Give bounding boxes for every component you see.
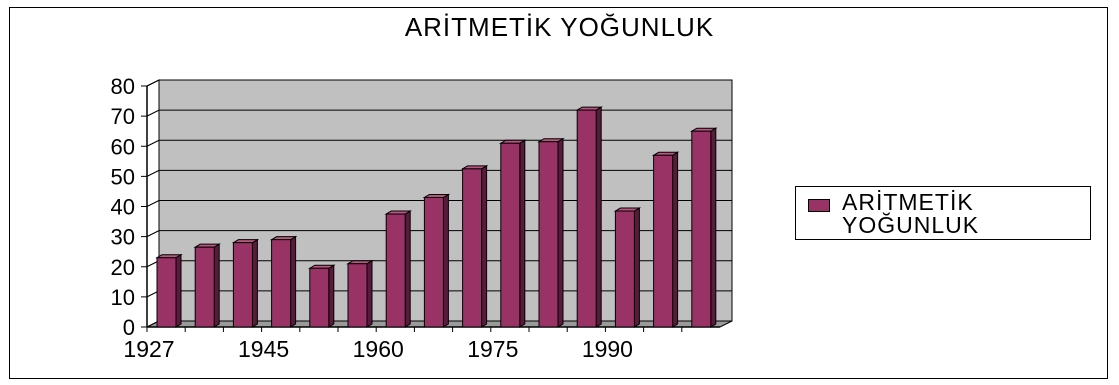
x-tick-label: 1990 [582,336,633,362]
bar-side [251,238,258,328]
gridline-side [146,139,160,147]
bar-side [672,151,679,328]
x-tick-label: 1927 [123,336,174,362]
gridline-side [146,200,160,207]
legend-swatch [808,199,830,212]
bar [653,154,674,328]
bar [232,242,253,328]
x-tick-label: 1960 [353,336,404,362]
bar-side [595,106,602,328]
y-tick-label: 50 [111,164,135,189]
bar [462,168,483,328]
bar [614,210,635,328]
bar-side [710,127,717,328]
chart-title: ARİTMETİK YOĞUNLUK [404,12,715,42]
bar-side [328,264,335,328]
bar-side [290,235,297,328]
y-tick-label: 20 [111,255,135,280]
bar [691,130,712,328]
bar-side [442,193,449,328]
bar [156,257,177,328]
y-tick-label: 40 [111,195,135,220]
legend-label: ARİTMETİK YOĞUNLUK [842,189,980,238]
y-tick-label: 70 [111,104,135,129]
y-tick-label: 30 [111,225,135,250]
gridline-side [146,169,160,177]
bar-side [557,137,564,328]
y-tick-label: 80 [111,74,135,99]
bar-side [519,139,526,328]
bar [385,213,406,328]
gridline-side [146,79,160,87]
bar-side [404,210,411,328]
bar [500,142,521,328]
x-tick-label: 1945 [238,336,289,362]
bar [309,267,330,328]
gridline-side [146,230,160,238]
bar-side [633,207,640,328]
x-tick-label: 1975 [467,336,518,362]
bar-side [175,253,182,328]
bar [271,239,292,328]
legend: ARİTMETİK YOĞUNLUK [795,186,1091,240]
gridline-side [146,109,160,117]
bar-side [366,259,373,328]
bar [538,141,559,328]
bar-side [213,243,220,328]
y-tick-label: 10 [111,285,135,310]
bar [347,263,368,328]
bar [194,246,215,328]
bar [576,109,597,328]
bar-side [481,164,488,328]
y-tick-label: 0 [123,315,135,340]
y-tick-label: 60 [111,134,135,159]
bar [423,196,444,328]
